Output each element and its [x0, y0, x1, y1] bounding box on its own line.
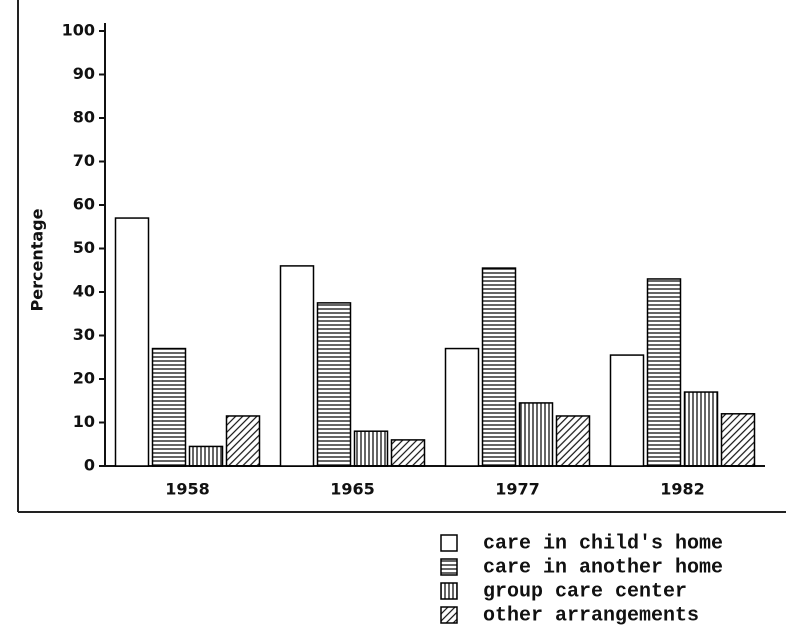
- legend-label: care in another home: [483, 556, 723, 579]
- legend-swatch: [440, 606, 458, 624]
- legend-swatch: [440, 582, 458, 600]
- bar: [518, 402, 554, 467]
- bar: [390, 439, 426, 467]
- legend-label: other arrangements: [483, 604, 699, 627]
- y-tick-label: 70: [73, 151, 95, 170]
- y-tick-label: 0: [84, 456, 95, 475]
- y-tick-label: 90: [73, 64, 95, 83]
- bar: [646, 278, 682, 467]
- bar: [555, 415, 591, 467]
- bar: [225, 415, 261, 467]
- legend-swatch: [440, 534, 458, 552]
- y-tick-label: 80: [73, 108, 95, 127]
- bar: [609, 354, 645, 467]
- bar: [481, 267, 517, 467]
- legend-label: care in child's home: [483, 532, 723, 555]
- legend-label: group care center: [483, 580, 687, 603]
- bar: [444, 347, 480, 467]
- bar: [316, 302, 352, 467]
- y-tick-label: 60: [73, 195, 95, 214]
- x-tick-label: 1977: [495, 480, 540, 499]
- y-tick-label: 100: [62, 21, 95, 40]
- bar: [151, 347, 187, 467]
- bar: [114, 217, 150, 467]
- bar: [353, 430, 389, 467]
- y-tick-label: 40: [73, 282, 95, 301]
- bar: [188, 445, 224, 467]
- y-tick-label: 20: [73, 369, 95, 388]
- x-tick-label: 1965: [330, 480, 375, 499]
- bar: [279, 265, 315, 467]
- legend-swatch: [440, 558, 458, 576]
- x-tick-label: 1958: [165, 480, 210, 499]
- x-tick-label: 1982: [660, 480, 705, 499]
- y-axis-label: Percentage: [28, 208, 47, 311]
- y-tick-label: 30: [73, 325, 95, 344]
- bar: [720, 413, 756, 467]
- bar: [683, 391, 719, 467]
- y-tick-label: 50: [73, 238, 95, 257]
- y-tick-label: 10: [73, 412, 95, 431]
